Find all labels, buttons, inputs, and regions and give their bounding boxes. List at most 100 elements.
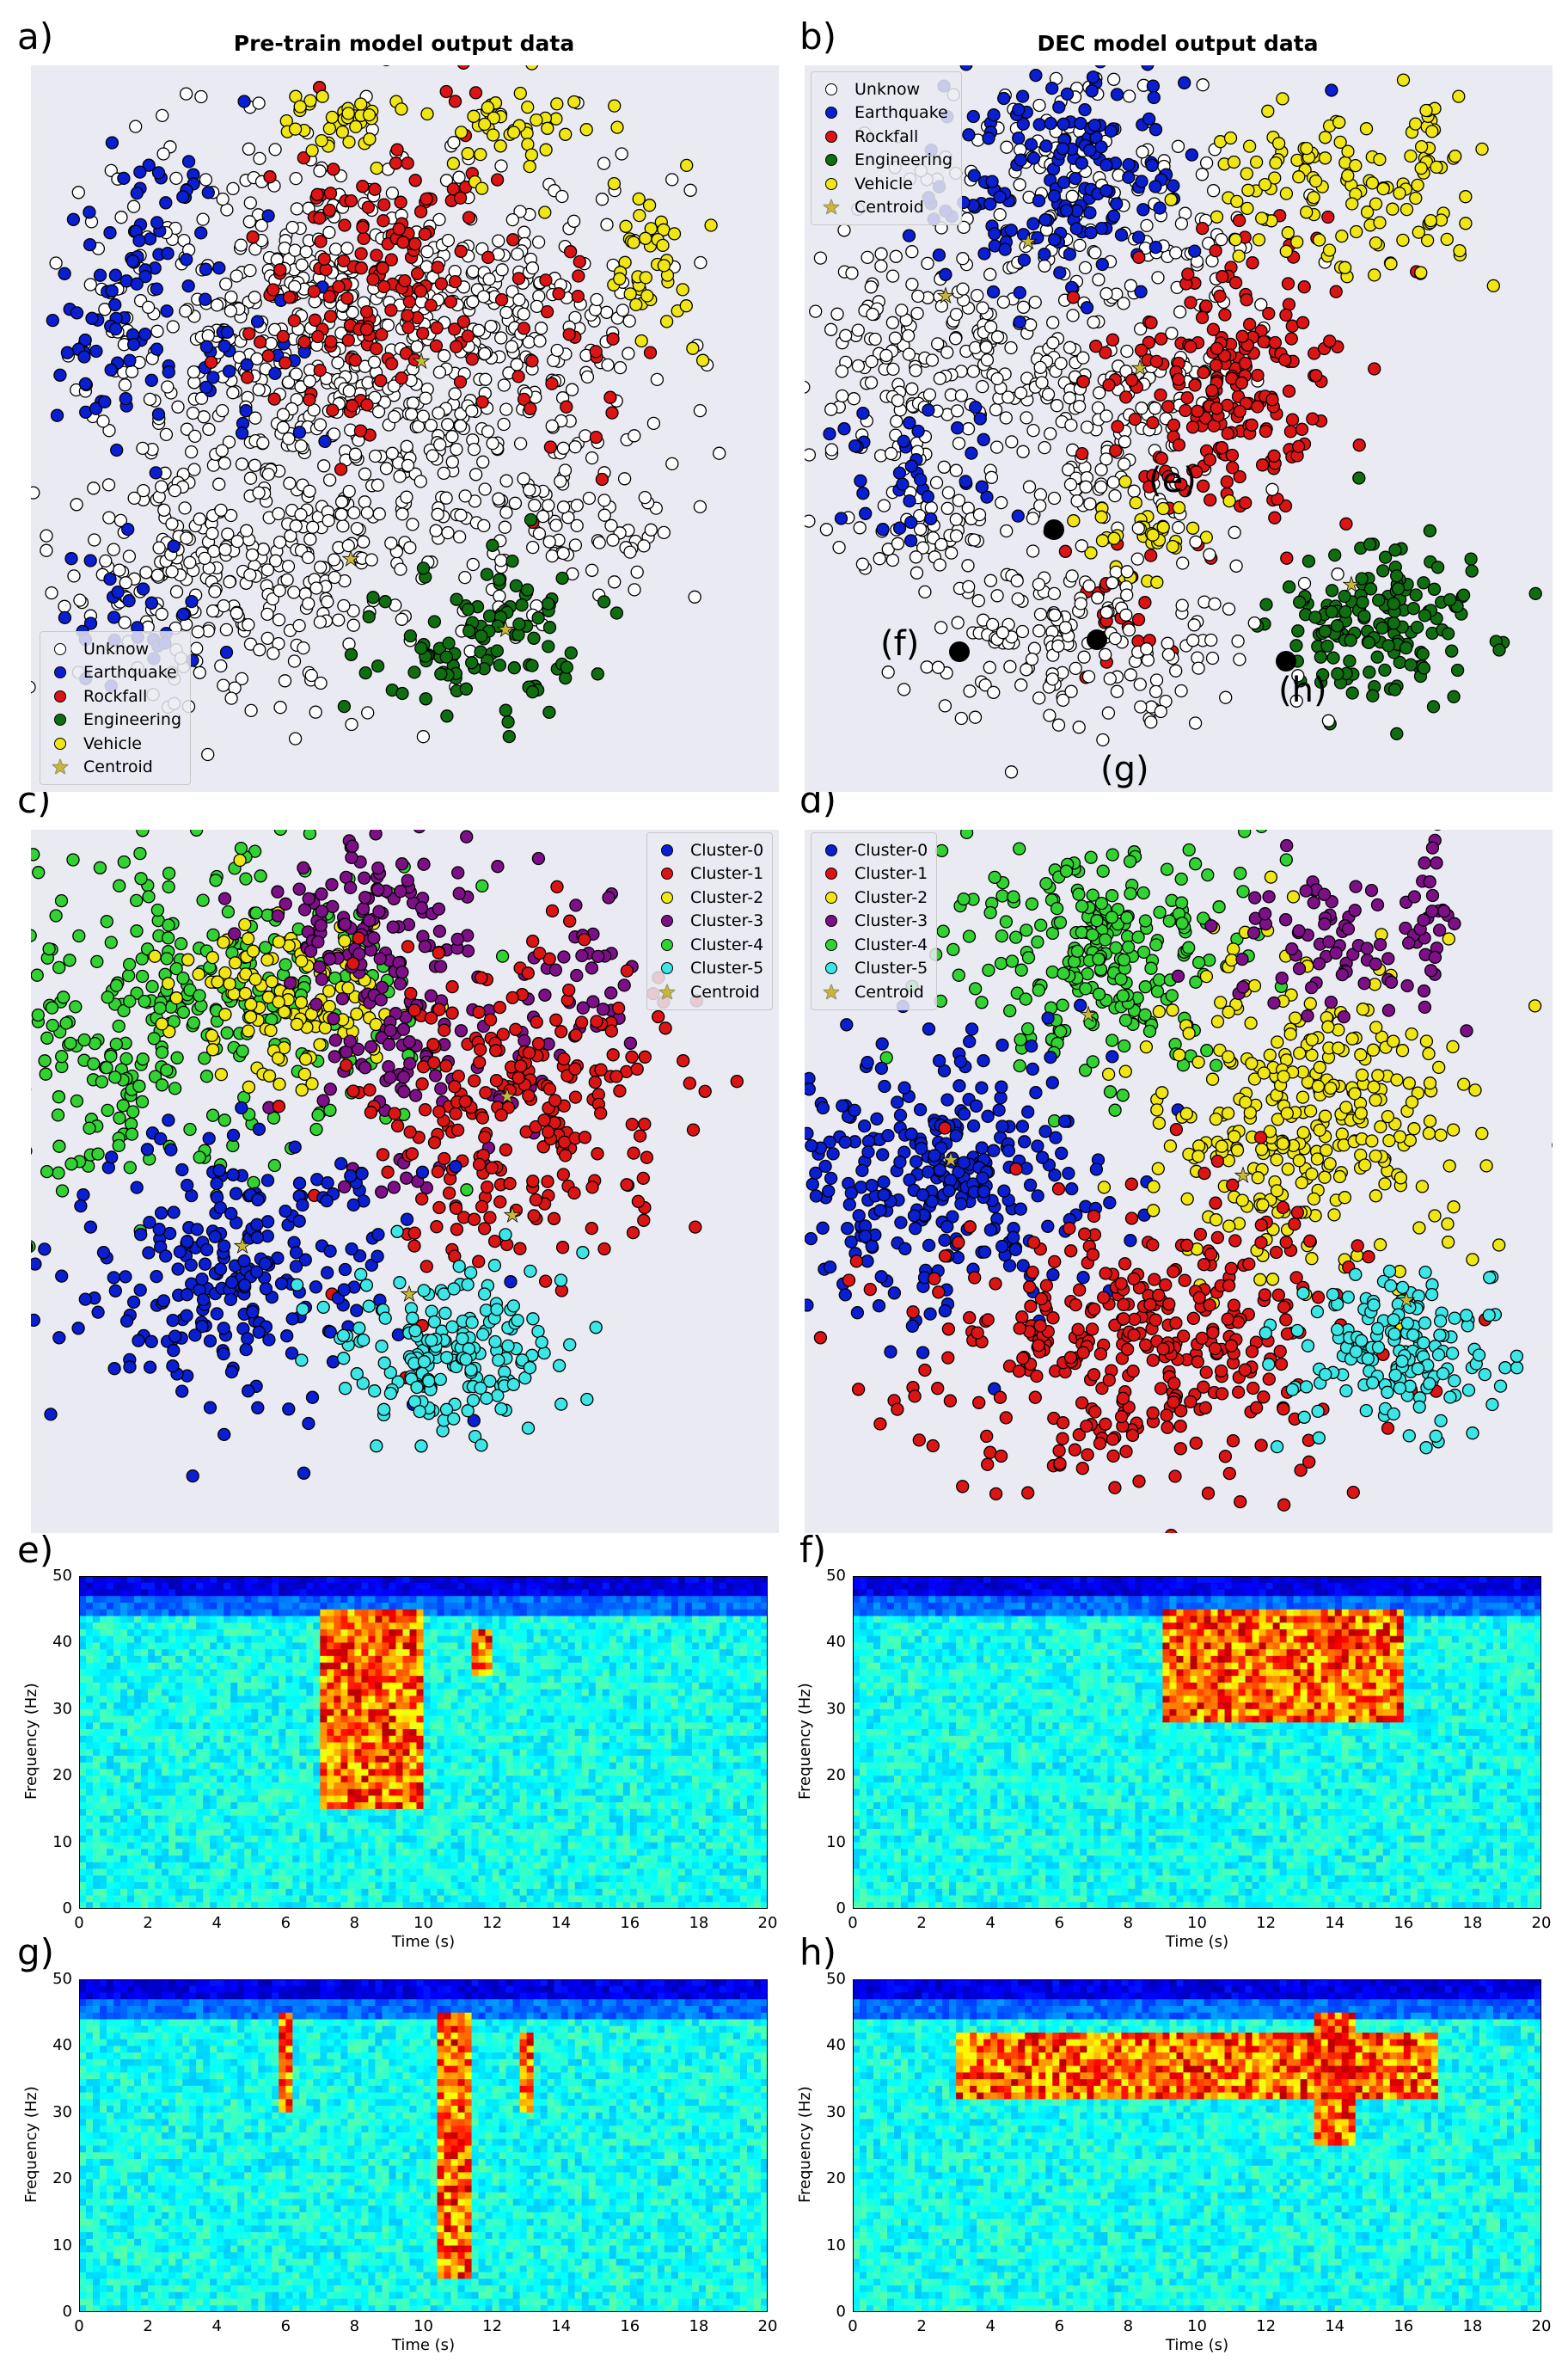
scatter-point: [1043, 708, 1057, 722]
scatter-point: [1269, 156, 1283, 170]
scatter-point: [31, 1313, 40, 1328]
scatter-point: [631, 1194, 646, 1208]
scatter-point: [521, 966, 535, 980]
scatter-point: [1016, 300, 1031, 314]
scatter-point: [145, 979, 159, 994]
scatter-point: [1078, 102, 1092, 117]
scatter-point: [328, 1034, 342, 1047]
scatter-point: [1209, 243, 1222, 258]
scatter-point: [311, 1108, 325, 1122]
scatter-point: [473, 1055, 487, 1070]
tsne-plot-c: ★ ★ ★ ★: [31, 830, 779, 1533]
scatter-point: [445, 1006, 459, 1020]
scatter-point: [824, 443, 839, 457]
scatter-point: [248, 972, 262, 986]
scatter-point: [1246, 256, 1259, 270]
scatter-point: [222, 365, 236, 378]
scatter-point: [239, 872, 253, 886]
scatter-point: [349, 120, 363, 134]
scatter-point: [1169, 664, 1183, 678]
scatter-point: [230, 606, 243, 620]
scatter-point: [135, 952, 149, 966]
scatter-point: [1176, 556, 1190, 570]
scatter-point: [303, 484, 316, 498]
scatter-point: [1302, 555, 1316, 568]
scatter-point: [162, 867, 176, 880]
scatter-point: [1151, 271, 1165, 285]
scatter-point: [493, 589, 506, 603]
scatter-point: [950, 404, 965, 418]
scatter-point: [183, 1122, 197, 1137]
scatter-point: [585, 1221, 598, 1236]
scatter-point: [304, 668, 318, 683]
scatter-point: [324, 334, 338, 349]
scatter-point: [407, 1239, 421, 1253]
scatter-point: [1106, 576, 1119, 590]
scatter-point: [458, 570, 472, 585]
scatter-point: [416, 409, 430, 423]
scatter-point: [977, 247, 991, 261]
scatter-point: [1155, 451, 1168, 465]
scatter-point: [931, 660, 946, 674]
scatter-point: [568, 1090, 583, 1104]
scatter-point: [1033, 499, 1047, 512]
scatter-point: [1261, 104, 1275, 118]
scatter-point: [1282, 580, 1296, 594]
scatter-point: [407, 666, 421, 679]
scatter-point: [467, 442, 481, 457]
scatter-point: [303, 944, 318, 958]
scatter-point: [260, 607, 274, 622]
scatter-point: [1169, 246, 1183, 260]
scatter-point: [990, 589, 1004, 603]
scatter-point: [1196, 221, 1210, 236]
scatter-point: [1033, 488, 1048, 502]
scatter-point: [209, 874, 223, 887]
scatter-point: [1492, 643, 1506, 657]
scatter-point: [1069, 661, 1082, 676]
scatter-point: [590, 292, 603, 307]
scatter-point: [1032, 983, 1045, 997]
scatter-point: [226, 1128, 241, 1143]
scatter-point: [600, 218, 614, 231]
scatter-point: [243, 1009, 258, 1024]
scatter-point: [271, 885, 285, 899]
scatter-point: [420, 192, 433, 206]
scatter-point: [368, 449, 383, 463]
scatter-point: [305, 1077, 319, 1091]
scatter-point: [499, 305, 513, 320]
scatter-point: [413, 830, 426, 834]
scatter-point: [160, 952, 174, 966]
scatter-point: [449, 1107, 462, 1120]
scatter-point: [539, 273, 553, 287]
scatter-point: [346, 956, 360, 971]
scatter-point: [1047, 491, 1062, 506]
scatter-point: [572, 269, 585, 283]
scatter-point: [518, 1034, 531, 1048]
scatter-point: [237, 1254, 251, 1268]
scatter-point: [1325, 83, 1338, 97]
scatter-point: [407, 353, 422, 367]
scatter-point: [311, 935, 325, 949]
scatter-point: [90, 954, 104, 969]
scatter-point: [159, 196, 173, 210]
scatter-point: [532, 526, 547, 541]
scatter-point: [153, 1001, 167, 1015]
scatter-series-group: [204, 65, 554, 476]
scatter-point: [123, 994, 137, 1009]
scatter-series-group: [1386, 73, 1473, 279]
scatter-point: [940, 346, 954, 359]
selected-event-marker: [1276, 651, 1296, 672]
scatter-point: [105, 136, 119, 150]
scatter-point: [1165, 326, 1179, 340]
scatter-point: [260, 1215, 275, 1229]
scatter-point: [1416, 647, 1430, 661]
scatter-point: [984, 470, 999, 484]
scatter-point: [253, 643, 266, 657]
scatter-point: [1363, 537, 1377, 551]
scatter-point: [308, 313, 322, 327]
scatter-point: [555, 189, 569, 204]
scatter-point: [282, 1402, 296, 1416]
scatter-point: [1320, 639, 1334, 653]
scatter-point: [178, 501, 192, 515]
scatter-point: [151, 166, 166, 180]
